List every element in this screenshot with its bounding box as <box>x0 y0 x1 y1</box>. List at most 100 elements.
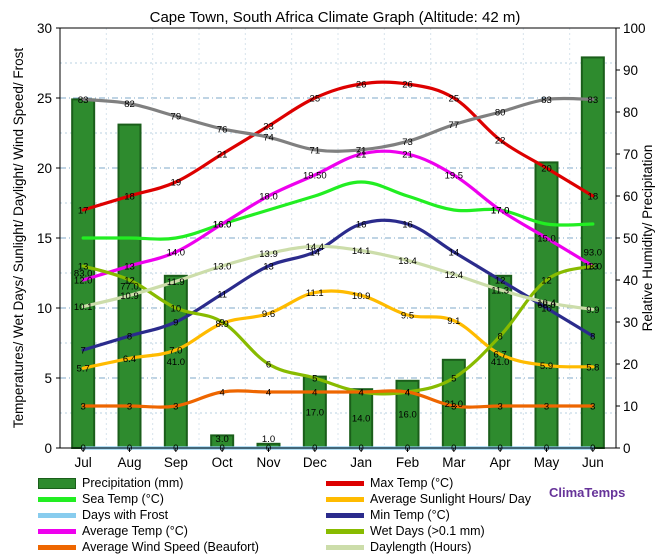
data-label: 71 <box>356 145 367 156</box>
data-label: 3 <box>173 402 178 413</box>
legend-label: Sea Temp (°C) <box>82 492 164 506</box>
y-tick-label-right: 40 <box>623 273 638 288</box>
data-label: 13.0 <box>584 262 603 273</box>
legend-label: Wet Days (>0.1 mm) <box>370 524 485 538</box>
data-label: 16 <box>356 220 367 231</box>
data-label: 82 <box>124 99 135 110</box>
y-tick-label-left: 30 <box>37 21 52 36</box>
x-tick-label: Jan <box>350 455 372 470</box>
data-label: 8 <box>498 332 503 343</box>
legend-swatch <box>38 496 76 502</box>
data-label: 26 <box>356 80 367 91</box>
y-tick-label-right: 20 <box>623 357 638 372</box>
data-label: 25 <box>310 94 321 105</box>
data-label: 14.4 <box>306 242 325 253</box>
data-label: 11.9 <box>167 277 185 288</box>
data-label: 12 <box>124 276 135 287</box>
legend-item: Daylength (Hours) <box>326 540 471 554</box>
data-label: 8 <box>127 332 132 343</box>
series-line-min-temp-c <box>81 218 595 352</box>
data-label: 10.1 <box>74 302 93 313</box>
data-label: 16 <box>402 220 413 231</box>
data-label: 21 <box>356 150 367 161</box>
series-line-average-wind-speed-beaufort <box>81 389 595 409</box>
legend-label: Precipitation (mm) <box>82 476 184 490</box>
precipitation-label: 14.0 <box>352 414 371 425</box>
data-label: 4 <box>266 388 271 399</box>
legend-label: Average Temp (°C) <box>82 524 188 538</box>
data-label: 3 <box>498 402 503 413</box>
data-label: 14 <box>449 248 460 259</box>
data-label: 16.0 <box>213 220 232 231</box>
x-tick-label: Aug <box>117 455 141 470</box>
y-axis-left-label: Temperatures/ Wet Days/ Sunlight/ Daylig… <box>11 48 26 428</box>
x-tick-label: Feb <box>396 455 419 470</box>
data-label: 10 <box>171 304 182 315</box>
legend-swatch <box>326 528 364 534</box>
precipitation-label: 83.0 <box>74 269 93 280</box>
data-label: 10.9 <box>120 291 139 302</box>
watermark: ClimaTemps <box>549 485 626 500</box>
data-label: 19.50 <box>303 171 327 182</box>
data-label: 18 <box>588 192 599 203</box>
chart-canvas: Cape Town, South Africa Climate Graph (A… <box>11 9 655 470</box>
data-label: 4 <box>359 388 364 399</box>
data-label: 10.9 <box>352 291 371 302</box>
data-label: 14.0 <box>167 248 186 259</box>
data-label: 26 <box>402 80 413 91</box>
data-label: 17.0 <box>491 206 510 217</box>
data-label: 21 <box>402 150 413 161</box>
data-label: 16.0 <box>213 220 232 231</box>
data-labels: 83.077.041.03.0 1.017.014.0 16.021.041.068… <box>74 80 602 455</box>
axes: 0 5 10 15 20 25 30 0 10 20 30 40 50 60 70 80 90 100 Jul Aug… <box>37 21 646 470</box>
data-label: 9.6 <box>262 309 275 320</box>
data-label: 4 <box>359 388 364 399</box>
series-line-relative-humidity <box>81 96 595 153</box>
data-label: 73 <box>402 137 413 148</box>
legend-item: Average Sunlight Hours/ Day <box>326 492 531 506</box>
data-label: 83 <box>78 95 89 106</box>
data-label: 4 <box>405 388 410 399</box>
legend-label: Days with Frost <box>82 508 169 522</box>
legend-swatch <box>38 477 76 489</box>
data-label: 14.1 <box>352 246 371 257</box>
data-label: 12.0 <box>74 276 93 287</box>
data-label: 19 <box>171 178 182 189</box>
y-axis-right-label: Relative Humidity/ Precipitation <box>640 145 655 332</box>
legend-item: Days with Frost <box>38 508 168 522</box>
x-tick-label: May <box>534 455 560 470</box>
data-label: 4 <box>312 388 317 399</box>
data-label: 3 <box>451 402 456 413</box>
data-label: 13.9 <box>259 249 278 260</box>
y-tick-label-left: 10 <box>37 301 52 316</box>
data-label: 11.3 <box>491 285 509 296</box>
y-tick-label-right: 10 <box>623 399 638 414</box>
data-label: 20 <box>541 164 552 175</box>
data-label: 79 <box>171 112 182 123</box>
data-label: 4 <box>220 388 225 399</box>
data-label: 83 <box>541 95 552 106</box>
data-label: 23 <box>263 122 274 133</box>
precipitation-label: 41.0 <box>491 357 510 368</box>
data-label: 6.7 <box>494 350 507 361</box>
precipitation-label: 16.0 <box>398 409 417 420</box>
data-label: 9 <box>173 318 178 329</box>
y-tick-label-right: 60 <box>623 189 638 204</box>
data-label: 25 <box>449 94 460 105</box>
data-label: 5.7 <box>77 364 90 375</box>
data-label: 3 <box>127 402 132 413</box>
data-label: 5 <box>451 374 456 385</box>
series-line-average-sunlight-hours-day <box>81 289 595 370</box>
data-label: 9 <box>220 318 225 329</box>
data-label: 5.9 <box>540 361 553 372</box>
legend-swatch <box>326 480 364 486</box>
legend-label: Max Temp (°C) <box>370 476 454 490</box>
data-label: 7 <box>81 346 86 357</box>
data-label: 74 <box>263 133 274 144</box>
precipitation-label: 21.0 <box>445 399 464 410</box>
data-label: 3 <box>590 402 595 413</box>
series-line-wet-days-0-1-mm <box>81 264 595 396</box>
data-label: 10 <box>541 304 552 315</box>
x-tick-label: Mar <box>442 455 466 470</box>
